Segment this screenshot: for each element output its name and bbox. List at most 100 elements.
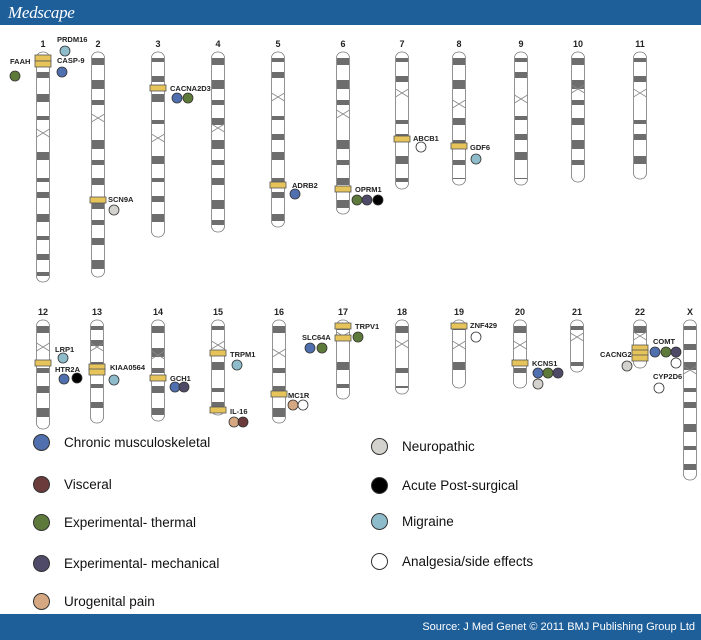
- gene-locus-band: [34, 54, 52, 62]
- gene-locus-band: [450, 322, 468, 330]
- chromosome-band: [91, 384, 103, 388]
- legend-swatch: [33, 434, 50, 451]
- centromere-mark: [395, 88, 409, 98]
- legend-swatch: [371, 438, 388, 455]
- brand-logo: Medscape: [8, 3, 75, 22]
- centromere-mark: [452, 99, 466, 109]
- gene-label: SLC64A: [302, 333, 331, 342]
- chromosome-band: [273, 386, 285, 393]
- gene-label: HTR2A: [55, 365, 81, 374]
- chromosome-band: [152, 348, 164, 357]
- centromere-mark: [151, 133, 165, 143]
- chromosome-band: [152, 214, 164, 222]
- association-dot-chronic: [304, 342, 316, 354]
- chromosome-band: [337, 58, 349, 65]
- centromere-mark: [571, 84, 585, 94]
- association-dot-mechanical: [552, 367, 564, 379]
- chromosome-band: [37, 326, 49, 333]
- gene-label: MC1R: [288, 391, 310, 400]
- chromosome-band: [396, 156, 408, 164]
- association-dot-analgesia: [653, 382, 665, 394]
- association-dot-analgesia: [297, 399, 309, 411]
- chromosome-band: [272, 58, 284, 62]
- chromosome-band: [337, 100, 349, 105]
- chromosome-band: [37, 178, 49, 182]
- chromosome-band: [453, 80, 465, 89]
- chromosome-band: [684, 424, 696, 432]
- centromere-mark: [683, 365, 697, 375]
- association-dot-analgesia: [670, 357, 682, 369]
- association-dot-neuropathic: [108, 204, 120, 216]
- chromosome-band: [212, 140, 224, 149]
- association-dot-migraine: [470, 153, 482, 165]
- chromosome-19: [452, 319, 466, 389]
- chromosome-label: 17: [338, 307, 348, 317]
- association-dot-thermal: [542, 367, 554, 379]
- gene-locus-band: [88, 368, 106, 376]
- association-dot-neuropathic: [621, 360, 633, 372]
- chromosome-band: [453, 160, 465, 165]
- chromosome-band: [572, 80, 584, 89]
- chromosome-band: [272, 152, 284, 160]
- chromosome-band: [91, 326, 103, 330]
- centromere-mark: [395, 339, 409, 349]
- legend-item-acute: Acute Post-surgical: [371, 477, 518, 494]
- chromosome-band: [212, 58, 224, 65]
- association-dot-urogenital: [228, 416, 240, 428]
- chromosome-band: [212, 100, 224, 105]
- legend-label: Urogenital pain: [64, 594, 155, 609]
- chromosome-band: [453, 58, 465, 65]
- legend-swatch: [371, 513, 388, 530]
- chromosome-band: [212, 388, 224, 392]
- chromosome-1: [36, 51, 50, 283]
- gene-label: FAAH: [10, 57, 30, 66]
- chromosome-label: 14: [153, 307, 163, 317]
- association-dot-acute: [372, 194, 384, 206]
- gene-label: COMT: [653, 337, 675, 346]
- chromosome-label: 6: [340, 39, 345, 49]
- chromosome-label: 19: [454, 307, 464, 317]
- chromosome-band: [152, 196, 164, 202]
- association-dot-thermal: [9, 70, 21, 82]
- chromosome-band: [514, 326, 526, 333]
- chromosome-band: [152, 58, 164, 62]
- chromosome-band: [273, 408, 285, 417]
- association-dot-analgesia: [470, 331, 482, 343]
- chromosome-band: [453, 362, 465, 370]
- chromosome-label: 13: [92, 307, 102, 317]
- chromosome-band: [92, 178, 104, 185]
- legend-item-neuropathic: Neuropathic: [371, 438, 475, 455]
- chromosome-band: [37, 72, 49, 78]
- chromosome-band: [572, 160, 584, 165]
- chromosome-band: [92, 260, 104, 269]
- chromosome-band: [212, 402, 224, 408]
- gene-locus-band: [149, 84, 167, 92]
- gene-label: GDF6: [470, 143, 490, 152]
- centromere-mark: [570, 332, 584, 342]
- chromosome-band: [634, 58, 646, 62]
- association-dot-urogenital: [287, 399, 299, 411]
- chromosome-band: [37, 214, 49, 222]
- chromosome-band: [212, 160, 224, 165]
- association-dot-migraine: [108, 374, 120, 386]
- chromosome-band: [272, 72, 284, 78]
- association-dot-thermal: [182, 92, 194, 104]
- centromere-mark: [272, 348, 286, 358]
- chromosome-band: [212, 118, 224, 125]
- centromere-mark: [633, 88, 647, 98]
- gene-label: CACNG2: [600, 350, 632, 359]
- chromosome-band: [37, 254, 49, 260]
- chromosome-band: [684, 388, 696, 392]
- association-dot-migraine: [57, 352, 69, 364]
- gene-label: LRP1: [55, 345, 74, 354]
- chromosome-band: [515, 72, 527, 78]
- association-dot-chronic: [289, 188, 301, 200]
- chromosome-band: [515, 116, 527, 120]
- chromosome-band: [272, 134, 284, 140]
- centromere-mark: [452, 340, 466, 350]
- chromosome-band: [152, 408, 164, 415]
- gene-label: KIAA0564: [110, 363, 146, 372]
- chromosome-label: 16: [274, 307, 284, 317]
- chromosome-label: 7: [399, 39, 404, 49]
- legend-swatch: [33, 514, 50, 531]
